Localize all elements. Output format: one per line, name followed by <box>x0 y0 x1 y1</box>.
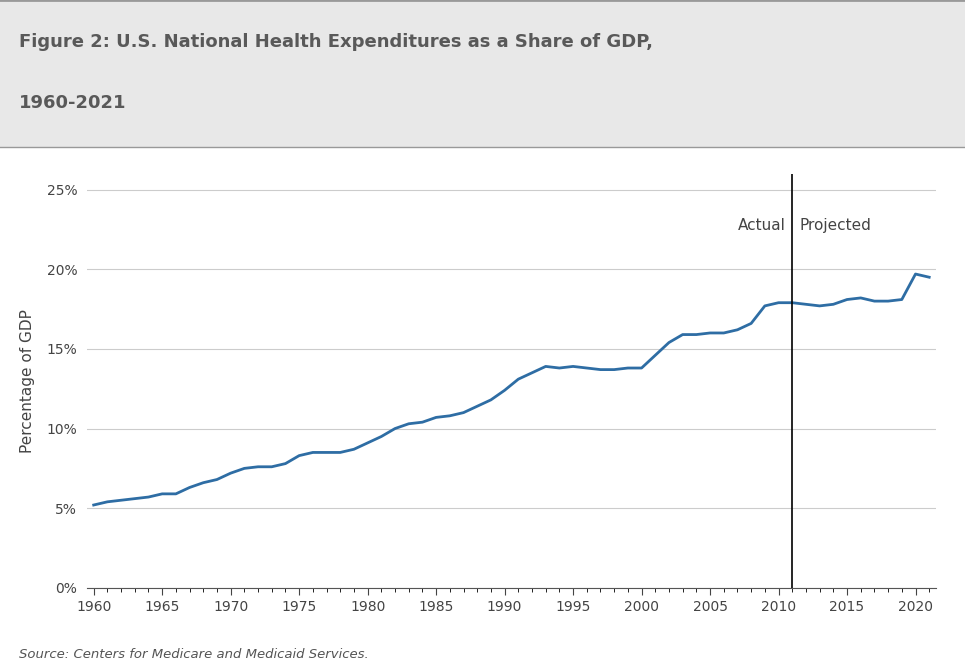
Text: Source: Centers for Medicare and Medicaid Services.: Source: Centers for Medicare and Medicai… <box>19 649 369 661</box>
Text: Projected: Projected <box>799 218 871 233</box>
Text: 1960-2021: 1960-2021 <box>19 94 126 112</box>
Text: Figure 2: U.S. National Health Expenditures as a Share of GDP,: Figure 2: U.S. National Health Expenditu… <box>19 33 653 51</box>
Y-axis label: Percentage of GDP: Percentage of GDP <box>20 309 36 453</box>
Text: Actual: Actual <box>737 218 786 233</box>
